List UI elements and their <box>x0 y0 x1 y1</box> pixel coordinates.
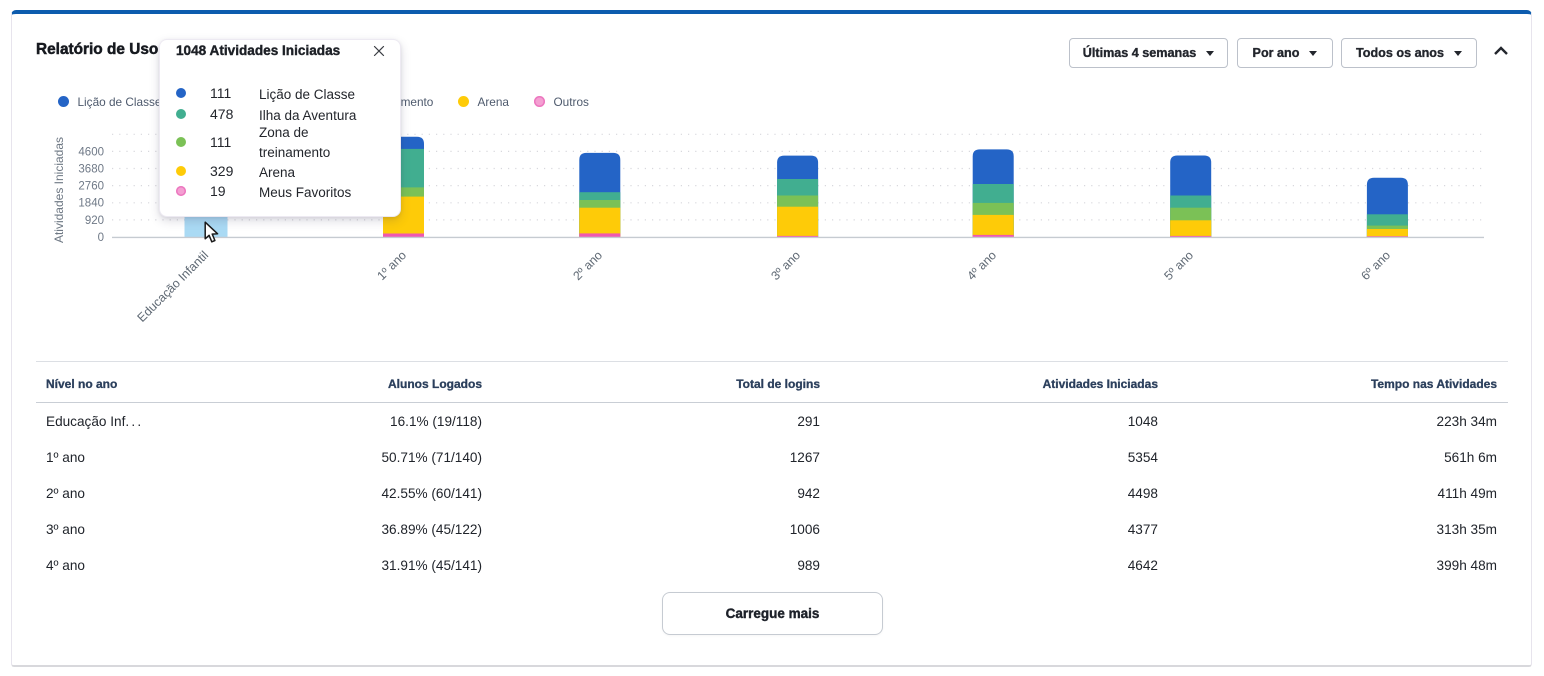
svg-text:3680: 3680 <box>78 164 104 176</box>
svg-text:2º ano: 2º ano <box>570 248 605 283</box>
svg-text:920: 920 <box>85 215 104 227</box>
svg-text:6º ano: 6º ano <box>1358 248 1393 283</box>
svg-text:1º ano: 1º ano <box>374 248 409 283</box>
svg-text:0: 0 <box>98 232 104 244</box>
svg-text:4600: 4600 <box>78 146 104 158</box>
svg-text:Educação Infantil: Educação Infantil <box>135 248 212 325</box>
svg-text:2760: 2760 <box>78 181 104 193</box>
svg-text:Atividades Iniciadas: Atividades Iniciadas <box>52 137 66 243</box>
svg-text:4º ano: 4º ano <box>964 248 999 283</box>
svg-text:5º ano: 5º ano <box>1161 248 1196 283</box>
svg-text:1840: 1840 <box>78 198 104 210</box>
svg-text:3º ano: 3º ano <box>768 248 803 283</box>
